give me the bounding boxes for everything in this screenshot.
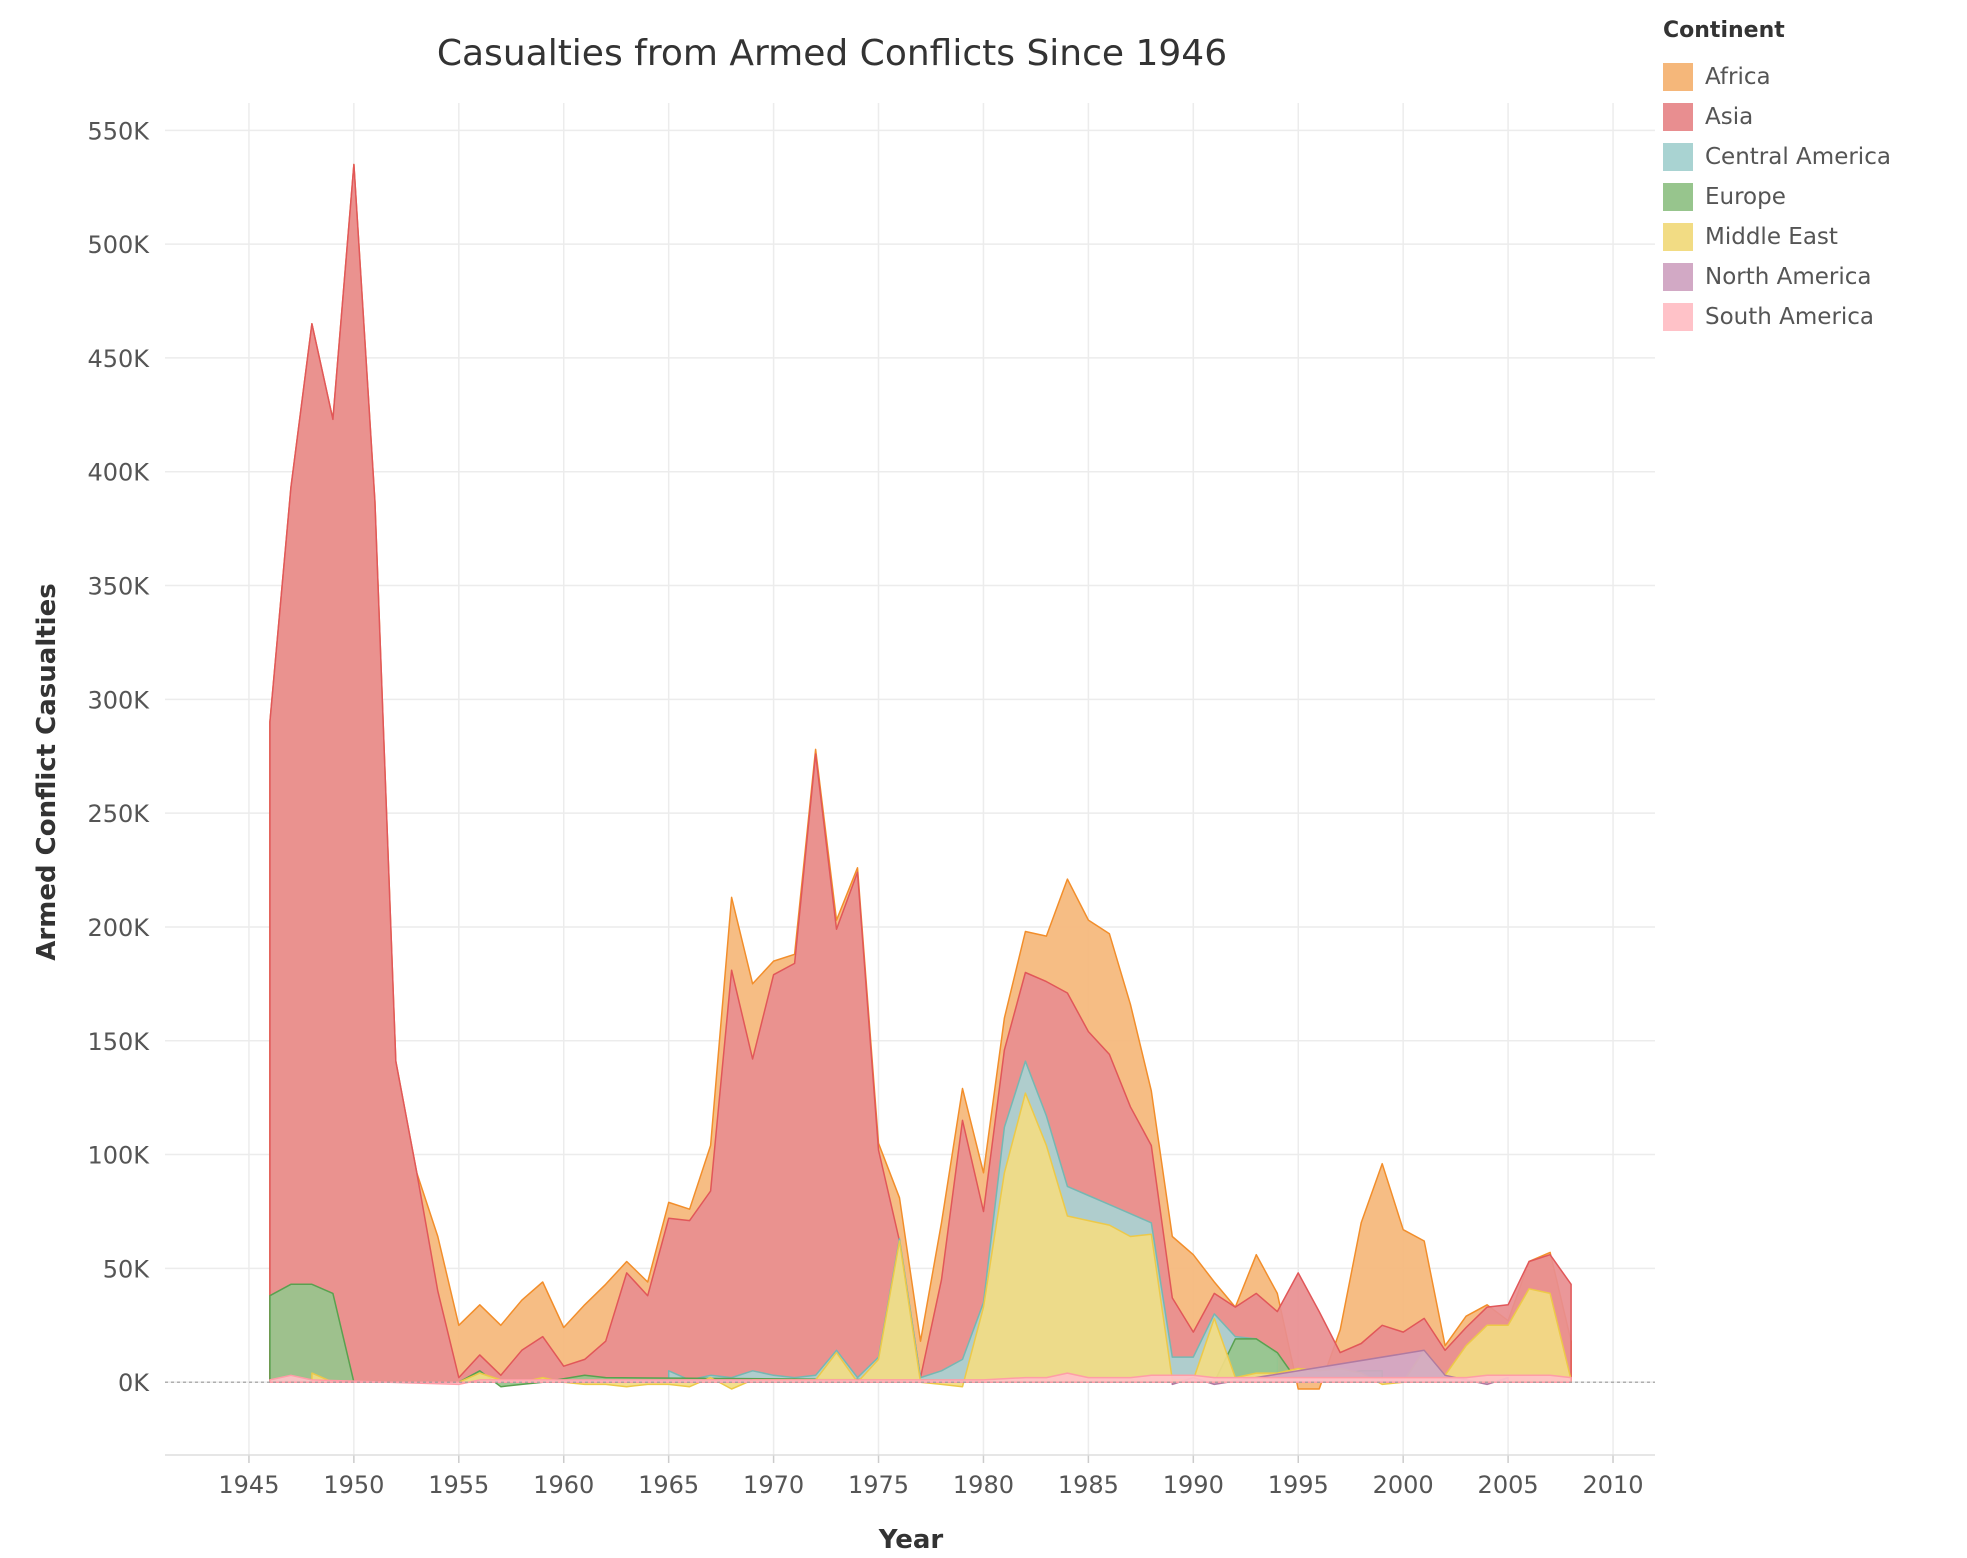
legend-item-middle-east[interactable]: Middle East: [1663, 217, 1953, 257]
y-tick-label: 350K: [87, 573, 150, 601]
y-tick-label: 450K: [87, 345, 150, 373]
legend-label: Middle East: [1705, 224, 1838, 250]
legend-swatch: [1663, 263, 1693, 291]
x-tick-label: 1975: [848, 1471, 909, 1499]
x-tick-label: 1945: [218, 1471, 279, 1499]
legend-swatch: [1663, 143, 1693, 171]
axes: 0K 50K 100K 150K 200K 250K 300K 350K 400K 450K 500…: [87, 117, 1655, 1499]
y-tick-label: 400K: [87, 459, 150, 487]
legend-item-asia[interactable]: Asia: [1663, 97, 1953, 137]
legend-item-africa[interactable]: Africa: [1663, 57, 1953, 97]
legend-label: South America: [1705, 304, 1875, 330]
y-tick-label: 0K: [118, 1369, 150, 1397]
legend-swatch: [1663, 103, 1693, 131]
plot-area: [165, 163, 1655, 1390]
legend-swatch: [1663, 303, 1693, 331]
legend-label: Asia: [1705, 104, 1754, 130]
legend-title: Continent: [1663, 18, 1785, 43]
area-asia: [269, 163, 1572, 1383]
legend-item-north-america[interactable]: North America: [1663, 257, 1953, 297]
x-tick-label: 1995: [1268, 1471, 1329, 1499]
x-axis-title: Year: [878, 1525, 944, 1555]
area-africa: [269, 163, 1572, 1390]
x-tick-label: 1955: [428, 1471, 489, 1499]
legend-item-south-america[interactable]: South America: [1663, 297, 1953, 337]
legend-label: Africa: [1705, 64, 1771, 90]
legend: Continent Africa Asia Central America Europ…: [1663, 18, 1953, 337]
y-tick-label: 50K: [103, 1255, 151, 1283]
legend-item-europe[interactable]: Europe: [1663, 177, 1953, 217]
x-tick-label: 1980: [953, 1471, 1014, 1499]
x-tick-label: 1965: [638, 1471, 699, 1499]
y-axis-title: Armed Conflict Casualties: [32, 583, 62, 960]
y-tick-label: 100K: [87, 1142, 150, 1170]
legend-label: North America: [1705, 264, 1872, 290]
legend-label: Europe: [1705, 184, 1786, 210]
series-africa: [269, 163, 1572, 1390]
y-tick-label: 550K: [87, 117, 150, 145]
legend-swatch: [1663, 183, 1693, 211]
x-tick-label: 2005: [1478, 1471, 1539, 1499]
y-tick-label: 150K: [87, 1028, 150, 1056]
legend-item-central-america[interactable]: Central America: [1663, 137, 1953, 177]
x-tick-label: 1970: [743, 1471, 804, 1499]
x-tick-label: 2000: [1373, 1471, 1434, 1499]
y-tick-label: 200K: [87, 914, 150, 942]
x-tick-label: 1960: [533, 1471, 594, 1499]
y-tick-label: 300K: [87, 686, 150, 714]
x-tick-label: 1950: [323, 1471, 384, 1499]
legend-swatch: [1663, 223, 1693, 251]
x-tick-label: 1990: [1163, 1471, 1224, 1499]
y-tick-label: 500K: [87, 231, 150, 259]
x-tick-label: 1985: [1058, 1471, 1119, 1499]
chart-title: Casualties from Armed Conflicts Since 19…: [437, 33, 1227, 74]
y-tick-label: 250K: [87, 800, 150, 828]
legend-label: Central America: [1705, 144, 1891, 170]
x-tick-label: 2010: [1582, 1471, 1643, 1499]
legend-items: Africa Asia Central America Europe Middle Ea…: [1663, 57, 1953, 337]
legend-swatch: [1663, 63, 1693, 91]
series-asia: [269, 163, 1572, 1383]
